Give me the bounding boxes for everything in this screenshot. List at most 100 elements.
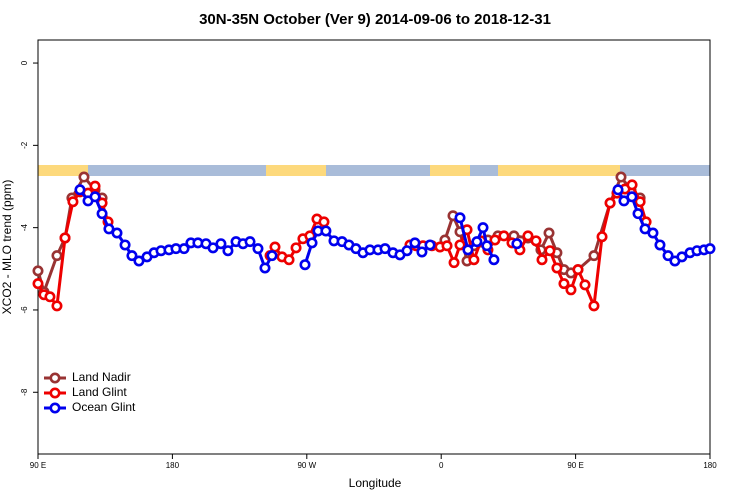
data-point bbox=[579, 279, 591, 291]
data-point bbox=[51, 300, 63, 312]
data-point bbox=[676, 251, 688, 263]
data-point bbox=[543, 227, 555, 239]
data-point bbox=[498, 230, 510, 242]
data-point bbox=[632, 208, 644, 220]
data-point bbox=[612, 184, 624, 196]
data-point bbox=[522, 230, 534, 242]
data-point bbox=[588, 250, 600, 262]
data-point bbox=[409, 237, 421, 249]
data-point bbox=[654, 239, 666, 251]
data-point bbox=[207, 242, 219, 254]
data-point bbox=[618, 195, 630, 207]
data-point bbox=[468, 254, 480, 266]
data-point bbox=[639, 223, 651, 235]
data-point bbox=[252, 243, 264, 255]
data-point bbox=[448, 257, 460, 269]
data-point bbox=[96, 208, 108, 220]
legend-marker bbox=[49, 372, 61, 384]
data-point bbox=[32, 278, 44, 290]
data-point bbox=[565, 284, 577, 296]
legend-label: Land Nadir bbox=[72, 370, 131, 384]
data-point bbox=[44, 291, 56, 303]
legend-marker bbox=[49, 387, 61, 399]
data-point bbox=[477, 222, 489, 234]
data-point bbox=[103, 223, 115, 235]
land-strip bbox=[430, 165, 470, 176]
surface-strip bbox=[38, 165, 710, 176]
data-point bbox=[133, 255, 145, 267]
data-point bbox=[647, 227, 659, 239]
land-strip bbox=[266, 165, 326, 176]
legend-label: Ocean Glint bbox=[72, 400, 136, 414]
data-point bbox=[530, 235, 542, 247]
data-point bbox=[596, 231, 608, 243]
y-tick-label: -4 bbox=[20, 224, 29, 232]
data-point bbox=[454, 212, 466, 224]
x-tick-label: 0 bbox=[439, 461, 444, 470]
data-point bbox=[244, 236, 256, 248]
data-point bbox=[424, 239, 436, 251]
data-point bbox=[299, 259, 311, 271]
data-point bbox=[454, 239, 466, 251]
data-point bbox=[634, 196, 646, 208]
data-point bbox=[462, 244, 474, 256]
ocean-strip bbox=[38, 165, 710, 176]
data-point bbox=[78, 171, 90, 183]
land-strip bbox=[498, 165, 620, 176]
data-point bbox=[89, 191, 101, 203]
data-point bbox=[401, 245, 413, 257]
chart-title: 30N-35N October (Ver 9) 2014-09-06 to 20… bbox=[199, 11, 551, 28]
land-strip bbox=[38, 165, 88, 176]
x-tick-label: 180 bbox=[703, 461, 717, 470]
data-point bbox=[111, 227, 123, 239]
data-point bbox=[551, 262, 563, 274]
data-point bbox=[558, 278, 570, 290]
data-point bbox=[471, 236, 483, 248]
data-point bbox=[481, 240, 493, 252]
data-point bbox=[222, 245, 234, 257]
data-point bbox=[119, 239, 131, 251]
data-point bbox=[416, 246, 428, 258]
data-point bbox=[320, 225, 332, 237]
data-point bbox=[74, 184, 86, 196]
data-point bbox=[67, 196, 79, 208]
data-point bbox=[615, 171, 627, 183]
data-point bbox=[269, 241, 281, 253]
data-point bbox=[283, 254, 295, 266]
x-tick-label: 180 bbox=[166, 461, 180, 470]
y-tick-label: -2 bbox=[20, 141, 29, 149]
legend-label: Land Glint bbox=[72, 385, 127, 399]
data-point bbox=[259, 262, 271, 274]
data-point bbox=[306, 237, 318, 249]
y-tick-label: 0 bbox=[20, 60, 29, 65]
data-point bbox=[51, 250, 63, 262]
data-point bbox=[489, 234, 501, 246]
data-point bbox=[59, 232, 71, 244]
data-point bbox=[266, 250, 278, 262]
data-point bbox=[626, 179, 638, 191]
data-point bbox=[536, 254, 548, 266]
data-point bbox=[441, 240, 453, 252]
x-tick-label: 90 W bbox=[297, 461, 316, 470]
data-point bbox=[32, 265, 44, 277]
x-tick-label: 90 E bbox=[567, 461, 583, 470]
data-point bbox=[588, 300, 600, 312]
data-point bbox=[318, 216, 330, 228]
y-tick-label: -6 bbox=[20, 306, 29, 314]
data-point bbox=[626, 191, 638, 203]
data-point bbox=[290, 242, 302, 254]
x-tick-label: 90 E bbox=[30, 461, 46, 470]
data-point bbox=[544, 245, 556, 257]
data-point bbox=[379, 243, 391, 255]
data-point bbox=[604, 197, 616, 209]
x-axis-label: Longitude bbox=[349, 476, 402, 490]
data-point bbox=[704, 243, 716, 255]
data-point bbox=[488, 254, 500, 266]
data-point bbox=[215, 238, 227, 250]
data-point bbox=[126, 250, 138, 262]
data-point bbox=[511, 238, 523, 250]
data-point bbox=[89, 180, 101, 192]
data-point bbox=[662, 250, 674, 262]
y-tick-label: -8 bbox=[20, 388, 29, 396]
